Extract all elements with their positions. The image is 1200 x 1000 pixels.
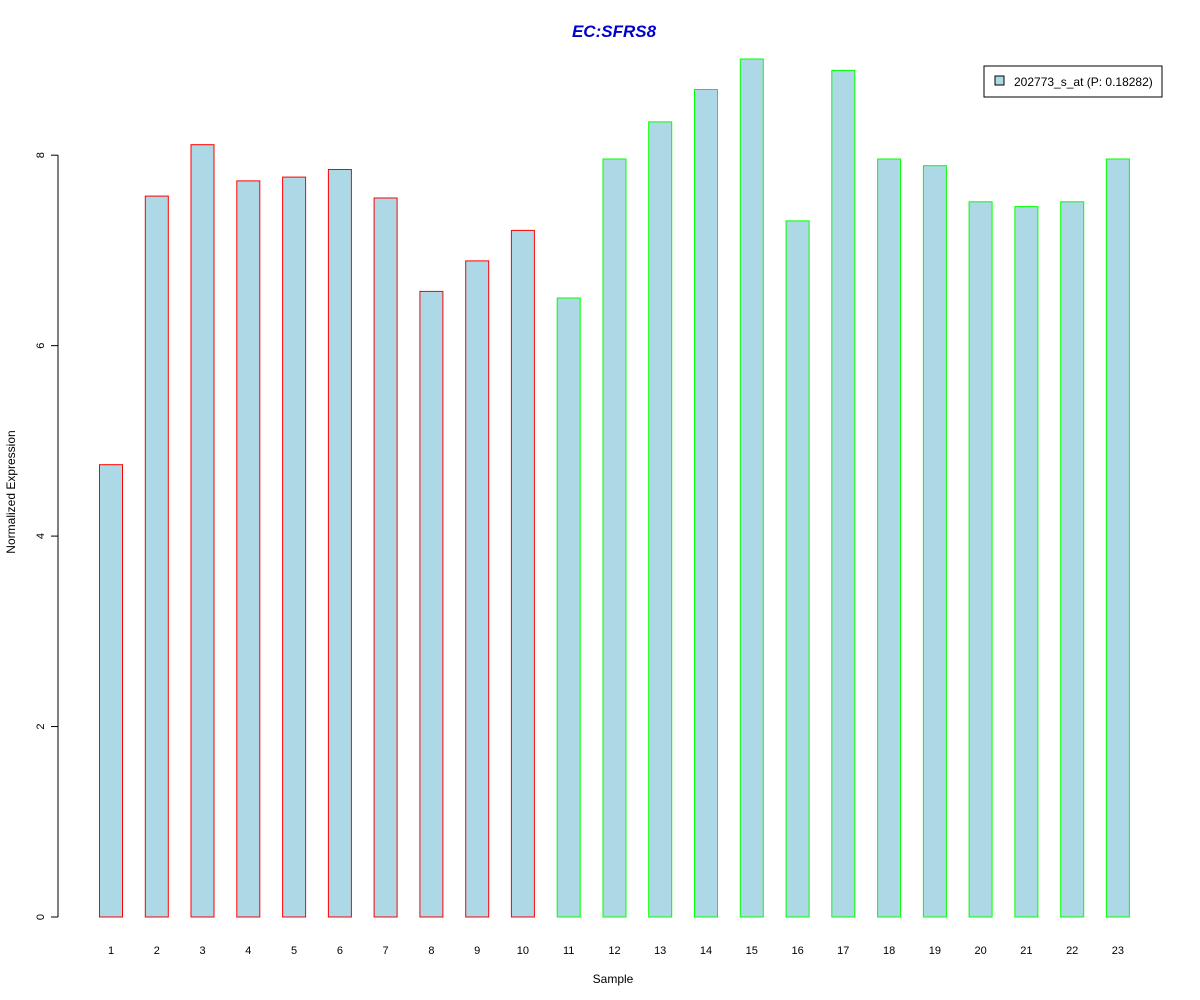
x-tick-label: 18 bbox=[883, 945, 895, 957]
x-tick-label: 8 bbox=[428, 945, 434, 957]
x-tick-label: 16 bbox=[791, 945, 803, 957]
x-axis-label: Sample bbox=[593, 972, 634, 986]
bar bbox=[877, 158, 902, 918]
bar bbox=[99, 464, 123, 918]
bar bbox=[831, 69, 856, 918]
bar bbox=[968, 201, 993, 918]
chart-title: EC:SFRS8 bbox=[572, 22, 657, 41]
bar bbox=[236, 180, 261, 918]
y-tick-label: 4 bbox=[35, 533, 47, 539]
y-tick-label: 8 bbox=[35, 152, 47, 158]
x-tick-label: 7 bbox=[383, 945, 389, 957]
legend-swatch bbox=[994, 75, 1005, 86]
x-tick-label: 23 bbox=[1112, 945, 1124, 957]
x-tick-label: 21 bbox=[1020, 945, 1032, 957]
bar bbox=[327, 169, 352, 918]
x-tick-label: 19 bbox=[929, 945, 941, 957]
y-tick-label: 6 bbox=[35, 343, 47, 349]
bar bbox=[1060, 201, 1085, 918]
bar bbox=[922, 165, 947, 918]
x-tick-label: 5 bbox=[291, 945, 297, 957]
y-axis-label: Normalized Expression bbox=[4, 430, 18, 553]
bar bbox=[1105, 158, 1130, 918]
bar bbox=[556, 297, 581, 918]
x-tick-label: 20 bbox=[974, 945, 986, 957]
bar bbox=[694, 89, 718, 918]
x-tick-label: 1 bbox=[108, 945, 114, 957]
bar bbox=[465, 260, 490, 918]
x-tick-label: 10 bbox=[517, 945, 529, 957]
x-tick-label: 12 bbox=[608, 945, 620, 957]
x-tick-label: 14 bbox=[700, 945, 712, 957]
bar bbox=[648, 121, 673, 918]
x-tick-label: 13 bbox=[654, 945, 666, 957]
x-tick-label: 9 bbox=[474, 945, 480, 957]
bar bbox=[373, 197, 398, 918]
x-tick-label: 17 bbox=[837, 945, 849, 957]
x-tick-label: 6 bbox=[337, 945, 343, 957]
bar bbox=[602, 158, 627, 918]
x-tick-label: 2 bbox=[154, 945, 160, 957]
x-tick-label: 4 bbox=[245, 945, 251, 957]
y-axis: 0 2 4 6 8 bbox=[35, 152, 59, 920]
legend: 202773_s_at (P: 0.18282) bbox=[983, 65, 1163, 98]
x-tick-label: 15 bbox=[746, 945, 758, 957]
bar bbox=[144, 195, 169, 918]
bar bbox=[510, 229, 535, 918]
legend-entry-label: 202773_s_at (P: 0.18282) bbox=[1014, 75, 1153, 89]
legend-box bbox=[983, 65, 1163, 98]
bars-group bbox=[99, 58, 1130, 918]
bar bbox=[419, 290, 444, 918]
x-tick-label: 11 bbox=[563, 945, 574, 957]
x-tick-label: 22 bbox=[1066, 945, 1078, 957]
y-tick-label: 2 bbox=[35, 723, 47, 729]
bar bbox=[785, 220, 810, 918]
y-tick-label: 0 bbox=[35, 914, 47, 920]
x-tick-labels: 1 2 3 4 5 6 7 8 9 10 11 12 13 14 15 16 17 18 19 20 21 22 23 bbox=[108, 945, 1124, 957]
bar bbox=[190, 144, 215, 918]
bar bbox=[282, 176, 307, 918]
x-tick-label: 3 bbox=[199, 945, 205, 957]
bar bbox=[1014, 206, 1039, 918]
bar bbox=[739, 58, 764, 918]
